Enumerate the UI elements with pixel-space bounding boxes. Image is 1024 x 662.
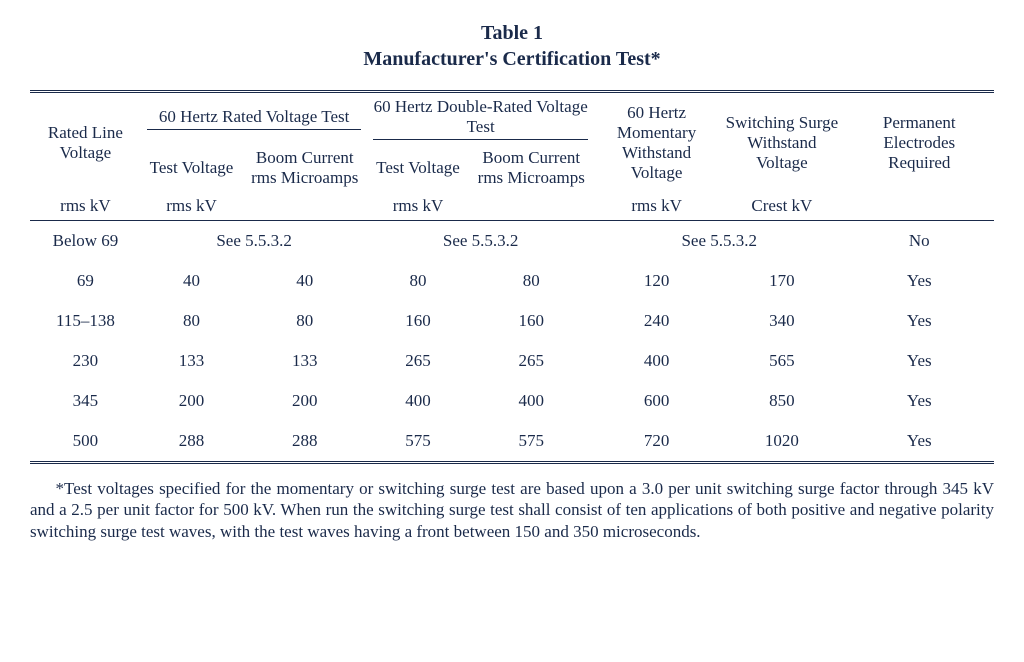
table-cell: 575 <box>367 421 468 463</box>
table-cell: Yes <box>845 261 994 301</box>
certification-table: Rated Line Voltage 60 Hertz Rated Voltag… <box>30 90 994 464</box>
table-cell: 230 <box>30 341 141 381</box>
table-cell: Yes <box>845 381 994 421</box>
table-cell: 40 <box>141 261 242 301</box>
table-cell: 340 <box>719 301 844 341</box>
table-cell: 80 <box>242 301 367 341</box>
table-cell: 69 <box>30 261 141 301</box>
title-line-2: Manufacturer's Certification Test* <box>30 46 994 72</box>
table-cell: 160 <box>367 301 468 341</box>
table-cell: 200 <box>141 381 242 421</box>
table-cell: Below 69 <box>30 221 141 262</box>
table-cell: 400 <box>469 381 594 421</box>
col-test-voltage-1: Test Voltage <box>141 144 242 192</box>
col-boom-current-1: Boom Current rms Microamps <box>242 144 367 192</box>
table-cell: 265 <box>469 341 594 381</box>
table-cell: See 5.5.3.2 <box>141 221 368 262</box>
unit-elec <box>845 192 994 221</box>
table-cell: Yes <box>845 301 994 341</box>
unit-bc2 <box>469 192 594 221</box>
col-rated-line-voltage: Rated Line Voltage <box>30 92 141 193</box>
table-cell: 400 <box>367 381 468 421</box>
table-cell: 40 <box>242 261 367 301</box>
table-cell: 400 <box>594 341 719 381</box>
table-cell: 565 <box>719 341 844 381</box>
table-cell: 288 <box>242 421 367 463</box>
title-line-1: Table 1 <box>30 20 994 46</box>
table-cell: 170 <box>719 261 844 301</box>
table-cell: Yes <box>845 341 994 381</box>
table-cell: 288 <box>141 421 242 463</box>
unit-mom: rms kV <box>594 192 719 221</box>
table-cell: 80 <box>469 261 594 301</box>
unit-sw: Crest kV <box>719 192 844 221</box>
table-cell: 115–138 <box>30 301 141 341</box>
col-test-voltage-2: Test Voltage <box>367 144 468 192</box>
table-cell: See 5.5.3.2 <box>594 221 845 262</box>
table-row: Below 69See 5.5.3.2See 5.5.3.2See 5.5.3.… <box>30 221 994 262</box>
table-title: Table 1 Manufacturer's Certification Tes… <box>30 20 994 72</box>
table-cell: See 5.5.3.2 <box>367 221 594 262</box>
table-cell: 133 <box>141 341 242 381</box>
table-row: 6940408080120170Yes <box>30 261 994 301</box>
table-cell: No <box>845 221 994 262</box>
table-cell: 345 <box>30 381 141 421</box>
unit-bc1 <box>242 192 367 221</box>
table-cell: 240 <box>594 301 719 341</box>
table-row: 5002882885755757201020Yes <box>30 421 994 463</box>
col-group-60hz-double: 60 Hertz Double-Rated Voltage Test <box>367 92 594 145</box>
col-switching: Switching Surge Withstand Voltage <box>719 92 844 193</box>
table-cell: 120 <box>594 261 719 301</box>
table-cell: 265 <box>367 341 468 381</box>
table-cell: 80 <box>141 301 242 341</box>
col-momentary: 60 Hertz Momentary Withstand Voltage <box>594 92 719 193</box>
table-cell: 850 <box>719 381 844 421</box>
table-cell: 720 <box>594 421 719 463</box>
table-cell: Yes <box>845 421 994 463</box>
table-cell: 600 <box>594 381 719 421</box>
unit-rated: rms kV <box>30 192 141 221</box>
table-cell: 80 <box>367 261 468 301</box>
table-cell: 575 <box>469 421 594 463</box>
table-cell: 133 <box>242 341 367 381</box>
table-row: 345200200400400600850Yes <box>30 381 994 421</box>
table-cell: 500 <box>30 421 141 463</box>
col-boom-current-2: Boom Current rms Microamps <box>469 144 594 192</box>
unit-tv2: rms kV <box>367 192 468 221</box>
col-electrodes: Permanent Electrodes Required <box>845 92 994 193</box>
table-cell: 160 <box>469 301 594 341</box>
table-cell: 200 <box>242 381 367 421</box>
table-cell: 1020 <box>719 421 844 463</box>
unit-tv1: rms kV <box>141 192 242 221</box>
table-row: 115–1388080160160240340Yes <box>30 301 994 341</box>
footnote: *Test voltages specified for the momenta… <box>30 478 994 542</box>
col-group-60hz-rated: 60 Hertz Rated Voltage Test <box>141 92 368 145</box>
table-row: 230133133265265400565Yes <box>30 341 994 381</box>
